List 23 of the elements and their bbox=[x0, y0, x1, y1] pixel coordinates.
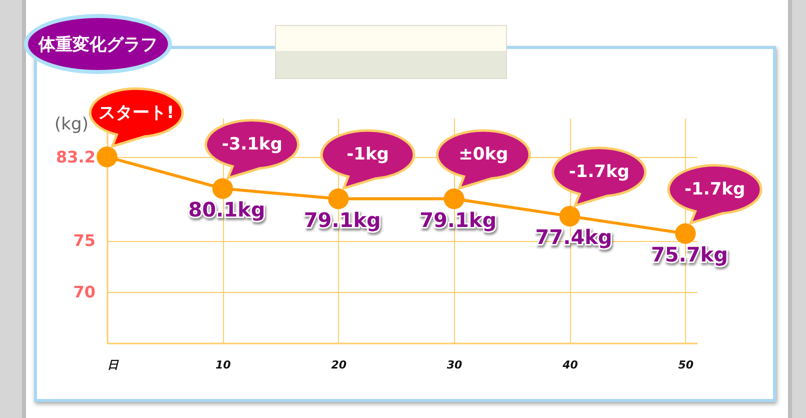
x-tick-label: 30 bbox=[446, 358, 463, 372]
x-tick-label: 日 bbox=[108, 358, 120, 372]
point bbox=[212, 178, 234, 199]
annotation: -3.1kg bbox=[222, 134, 282, 154]
annotation: スタート! bbox=[98, 102, 174, 123]
point bbox=[559, 206, 580, 227]
x-tick-label: 20 bbox=[331, 358, 347, 372]
annotation: -1kg bbox=[346, 144, 389, 165]
x-tick-label: 40 bbox=[562, 358, 578, 372]
point bbox=[675, 223, 696, 244]
point bbox=[328, 188, 349, 210]
point bbox=[444, 188, 464, 210]
annotation: ±0kg bbox=[458, 144, 508, 165]
annotation: -1.7kg bbox=[684, 179, 746, 200]
annotation: -1.7kg bbox=[568, 162, 630, 182]
y-tick-label: 70 bbox=[73, 282, 96, 302]
point bbox=[96, 146, 118, 168]
x-tick-label: 10 bbox=[216, 358, 232, 372]
x-tick-label: 50 bbox=[678, 358, 694, 372]
y-tick-label: 83.2 bbox=[56, 147, 96, 166]
y-tick-label: 75 bbox=[73, 231, 96, 250]
y-axis-title: (kg) bbox=[54, 114, 88, 134]
chart-title: 体重変化グラフ bbox=[38, 34, 158, 56]
